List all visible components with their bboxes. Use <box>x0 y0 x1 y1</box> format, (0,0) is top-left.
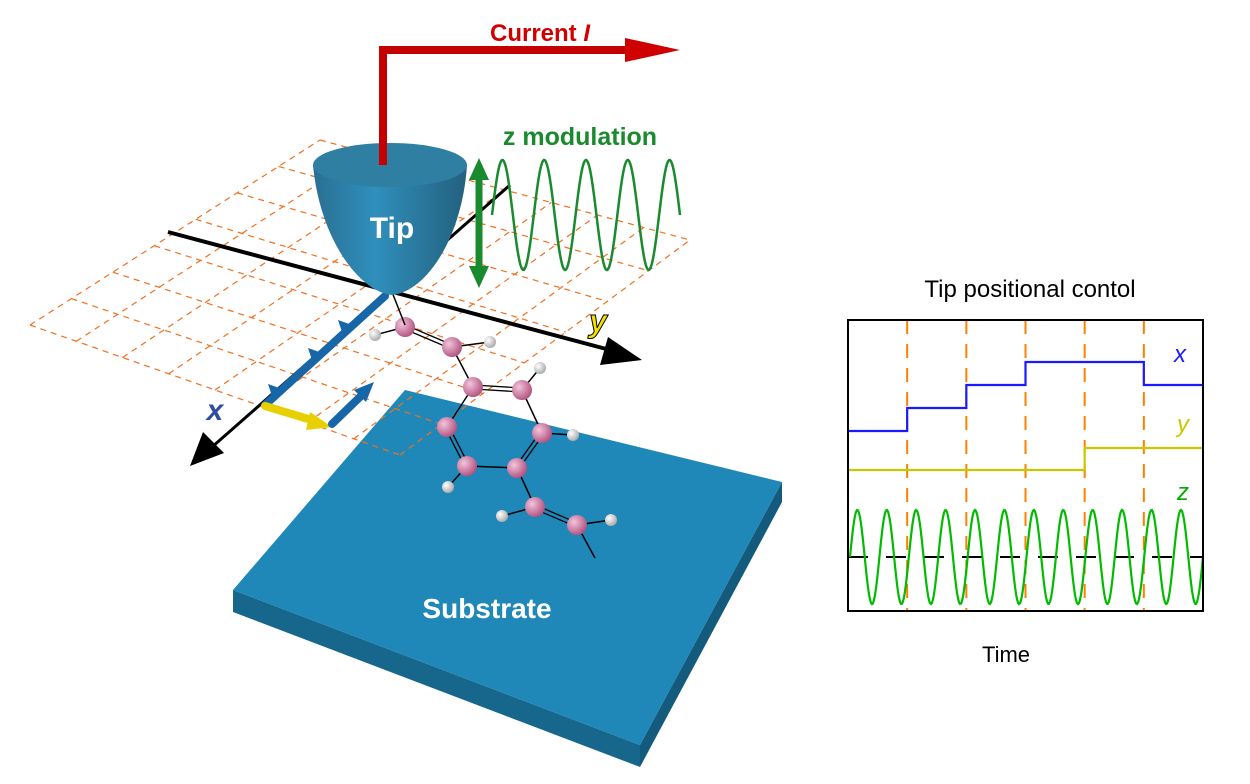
hydrogen-atom <box>605 514 617 526</box>
tip-label: Tip <box>370 212 414 245</box>
carbon-atom <box>532 423 552 443</box>
carbon-atom <box>442 337 462 357</box>
carbon-atom <box>567 515 587 535</box>
current-text: Current <box>490 20 583 47</box>
carbon-atom <box>525 497 545 517</box>
grid-line <box>260 202 552 407</box>
x-position-line <box>848 360 1203 433</box>
grid-line <box>112 271 484 395</box>
grid-line <box>195 218 566 333</box>
hydrogen-atom <box>442 481 454 493</box>
scan-arrow-return <box>328 391 366 428</box>
hydrogen-atom <box>534 362 546 374</box>
hydrogen-atom <box>567 429 579 441</box>
carbon-atom <box>507 458 527 478</box>
chart-title: Tip positional contol <box>924 276 1135 303</box>
carbon-atom <box>512 380 532 400</box>
grid-line <box>29 139 321 326</box>
substrate <box>233 390 782 767</box>
series-label-z: z <box>1176 479 1189 506</box>
grid-line <box>307 214 598 423</box>
scan-path <box>261 292 389 430</box>
current-arrow <box>379 38 680 165</box>
carbon-atom <box>437 417 457 437</box>
z-modulation-label: z modulation <box>503 123 657 151</box>
carbon-atom <box>395 317 415 337</box>
grid-line <box>214 189 506 391</box>
current-symbol: I <box>583 20 591 47</box>
substrate-label: Substrate <box>422 593 551 624</box>
x-axis-arrowhead <box>190 432 224 466</box>
tip-position-chart <box>848 320 1205 611</box>
grid-line <box>154 245 525 364</box>
x-axis-label: x <box>205 394 225 427</box>
hydrogen-atom <box>369 329 381 341</box>
molecule <box>369 317 617 559</box>
hydrogen-atom <box>484 336 496 348</box>
chart-xlabel: Time <box>982 642 1030 667</box>
grid-line <box>353 227 645 440</box>
y-axis-label: y <box>587 303 609 339</box>
z-modulation-wave <box>490 158 682 272</box>
carbon-atom <box>457 456 477 476</box>
scan-arrow-x <box>261 292 389 409</box>
tip <box>313 143 467 326</box>
y-axis-arrowhead <box>600 337 642 365</box>
chart-frame <box>847 319 1204 612</box>
z-position-line <box>848 508 1205 606</box>
carbon-atom <box>463 377 483 397</box>
series-label-y: y <box>1175 411 1191 438</box>
current-label: Current I <box>490 20 591 47</box>
series-label-x: x <box>1173 341 1187 368</box>
z-modulation-arrow <box>469 158 489 288</box>
scan-arrow-y <box>261 402 319 425</box>
hydrogen-atom <box>496 510 508 522</box>
y-position-line <box>848 446 1203 472</box>
